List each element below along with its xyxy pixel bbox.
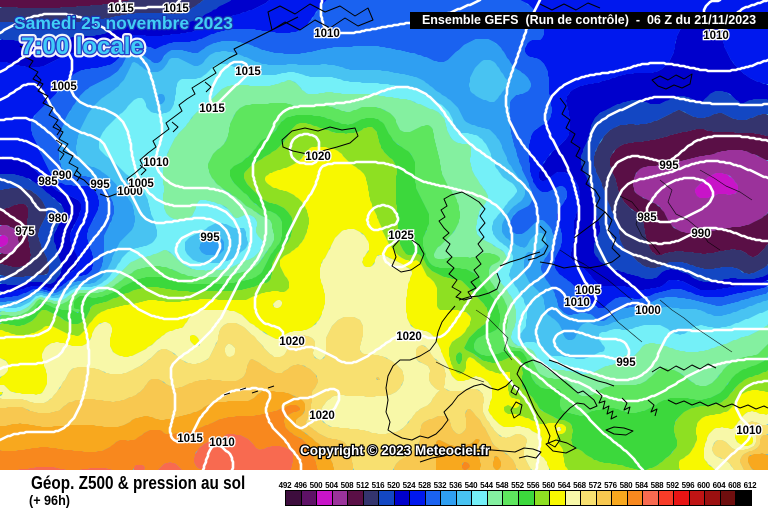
svg-text:1020: 1020 xyxy=(279,336,305,348)
svg-text:995: 995 xyxy=(659,160,679,172)
svg-text:1005: 1005 xyxy=(51,81,77,93)
svg-text:1005: 1005 xyxy=(128,178,154,190)
svg-text:1010: 1010 xyxy=(736,425,762,437)
svg-text:985: 985 xyxy=(637,212,657,224)
svg-text:1010: 1010 xyxy=(314,28,340,40)
svg-text:1010: 1010 xyxy=(209,437,235,449)
svg-text:1015: 1015 xyxy=(235,66,261,78)
svg-text:1020: 1020 xyxy=(309,410,335,422)
svg-text:990: 990 xyxy=(52,170,71,182)
svg-text:975: 975 xyxy=(15,226,35,238)
svg-text:1015: 1015 xyxy=(108,3,134,15)
svg-text:1010: 1010 xyxy=(143,157,169,169)
svg-text:1015: 1015 xyxy=(163,3,189,15)
svg-text:1020: 1020 xyxy=(305,151,331,163)
svg-text:1010: 1010 xyxy=(564,297,590,309)
svg-text:7:00 locale: 7:00 locale xyxy=(21,33,144,60)
svg-text:990: 990 xyxy=(691,228,710,240)
svg-text:1015: 1015 xyxy=(199,103,225,115)
svg-text:1010: 1010 xyxy=(703,30,729,42)
svg-text:1005: 1005 xyxy=(575,285,601,297)
svg-text:995: 995 xyxy=(616,357,636,369)
svg-text:995: 995 xyxy=(200,232,220,244)
svg-text:995: 995 xyxy=(90,179,110,191)
svg-text:7:00 locale: 7:00 locale xyxy=(21,33,144,60)
svg-text:1015: 1015 xyxy=(177,433,203,445)
svg-text:1020: 1020 xyxy=(396,331,422,343)
svg-text:980: 980 xyxy=(48,213,67,225)
svg-text:Copyright © 2023 Meteociel.fr: Copyright © 2023 Meteociel.fr xyxy=(300,443,491,458)
svg-text:1000: 1000 xyxy=(635,305,661,317)
svg-text:1025: 1025 xyxy=(388,230,414,242)
svg-text:1000: 1000 xyxy=(117,186,143,198)
svg-text:Samedi 25 novembre 2023: Samedi 25 novembre 2023 xyxy=(14,13,233,33)
svg-text:985: 985 xyxy=(38,176,58,188)
